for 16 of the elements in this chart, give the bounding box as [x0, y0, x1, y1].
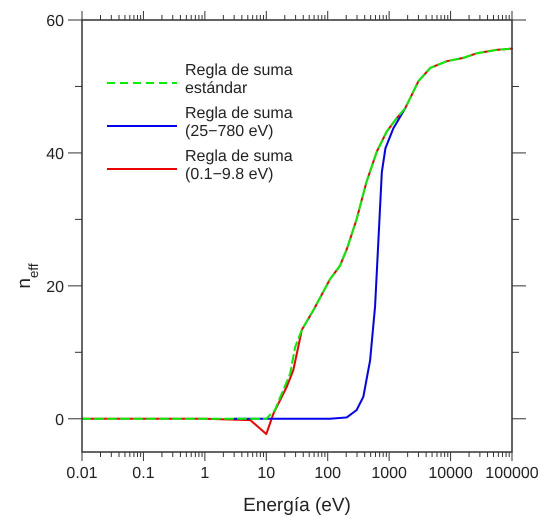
x-tick-label: 0.1 — [132, 465, 155, 482]
x-tick-label: 0.01 — [66, 465, 98, 482]
x-axis-title: Energía (eV) — [243, 495, 351, 516]
y-tick-label: 40 — [46, 146, 64, 163]
legend-label: Regla de suma (0.1−9.8 eV) — [185, 148, 293, 183]
x-tick-label: 1000 — [371, 465, 408, 482]
legend-label: Regla de suma estándar — [185, 62, 293, 97]
y-tick-label: 20 — [46, 278, 64, 296]
y-tick-label: 0 — [55, 412, 64, 429]
y-tick-label: 60 — [46, 13, 64, 30]
x-tick-label: 100 — [314, 465, 342, 482]
x-tick-label: 10000 — [428, 465, 473, 482]
x-tick-label: 1 — [200, 465, 210, 482]
legend-label: Regla de suma (25−780 eV) — [185, 105, 293, 140]
x-tick-label: 10 — [257, 465, 276, 482]
x-tick-label: 100000 — [485, 465, 539, 482]
